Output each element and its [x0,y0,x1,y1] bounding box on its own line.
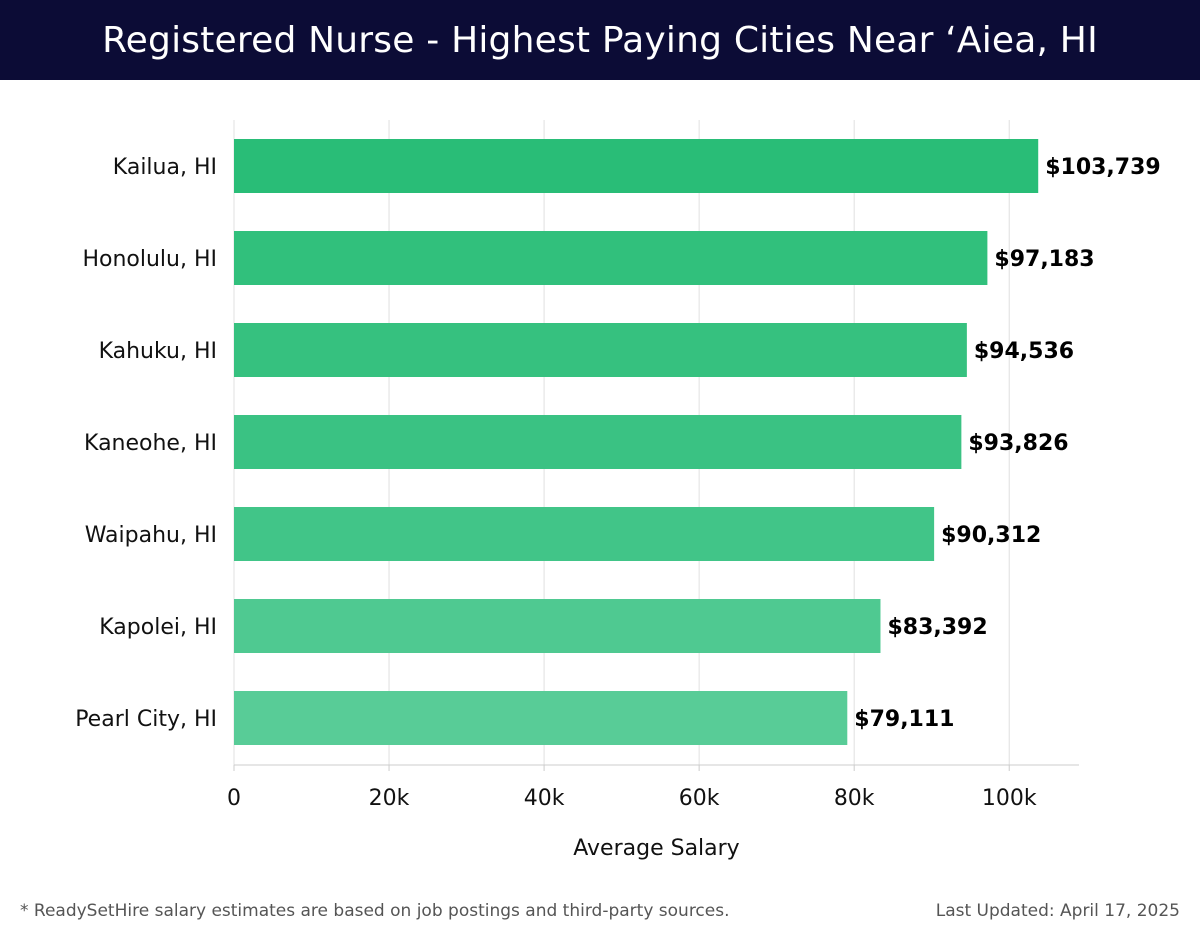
bar [234,691,848,745]
data-label: $83,392 [887,615,987,640]
bar [234,599,881,653]
data-label: $93,826 [968,431,1068,456]
data-label: $103,739 [1045,155,1161,180]
x-tick-label: 0 [227,786,241,811]
data-label: $94,536 [974,339,1074,364]
category-label: Kailua, HI [113,155,217,180]
footnote: * ReadySetHire salary estimates are base… [20,901,730,921]
x-tick-label: 60k [679,786,720,811]
x-tick-label: 40k [524,786,565,811]
last-updated: Last Updated: April 17, 2025 [935,901,1180,921]
x-tick-label: 100k [982,786,1037,811]
bar [234,231,988,285]
category-label: Waipahu, HI [85,523,217,548]
data-label: $79,111 [854,707,954,732]
bar [234,415,962,469]
bar [234,323,967,377]
category-label: Pearl City, HI [75,707,217,732]
chart-title: Registered Nurse - Highest Paying Cities… [102,19,1098,61]
bar [234,507,935,561]
category-label: Kapolei, HI [99,615,217,640]
category-label: Kahuku, HI [99,339,217,364]
category-label: Honolulu, HI [82,247,217,272]
x-axis-label: Average Salary [573,836,739,861]
category-label: Kaneohe, HI [84,431,217,456]
title-bar: Registered Nurse - Highest Paying Cities… [0,0,1200,80]
x-tick-label: 80k [834,786,875,811]
bar [234,139,1039,193]
data-label: $90,312 [941,523,1041,548]
x-tick-label: 20k [369,786,410,811]
data-label: $97,183 [994,247,1094,272]
